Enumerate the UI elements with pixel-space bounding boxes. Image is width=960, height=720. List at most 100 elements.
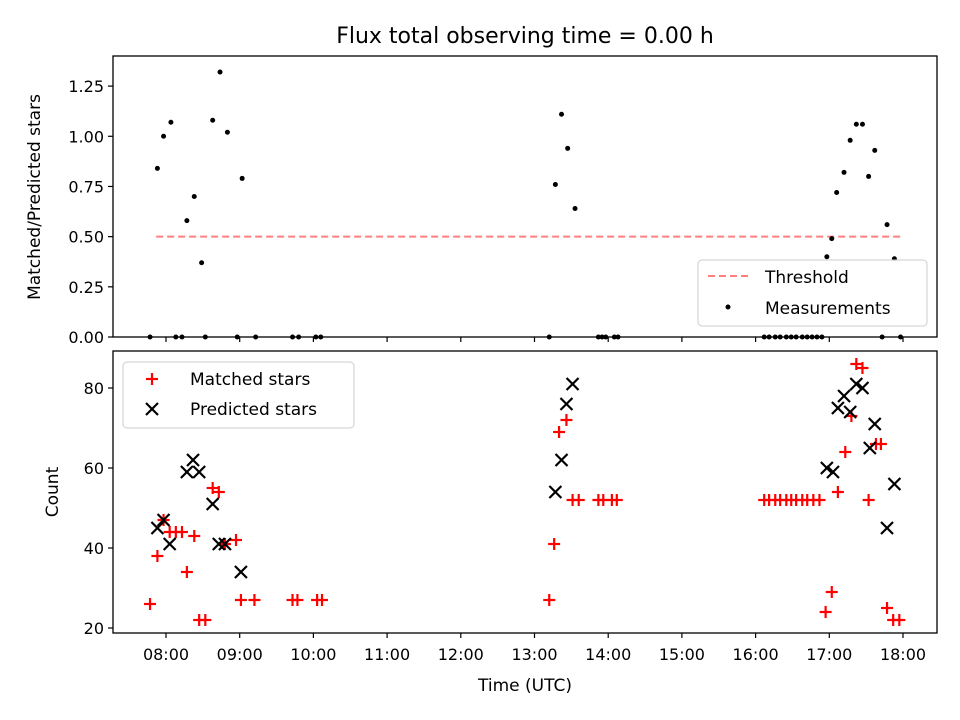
matched-stars-point (862, 494, 875, 506)
matched-stars-point (206, 482, 219, 494)
bottom-legend: Matched stars Predicted stars (122, 361, 355, 429)
predicted-stars-point (162, 537, 177, 551)
matched-stars-point (234, 594, 247, 606)
bottom-xtick-label: 14:00 (585, 645, 631, 664)
measurement-point (872, 147, 878, 153)
predicted-stars-point (150, 521, 165, 535)
bottom-legend-box (122, 361, 355, 429)
predicted-stars-point (548, 485, 563, 499)
predicted-stars-point (863, 441, 877, 455)
predicted-stars-point (186, 453, 200, 467)
measurement-point (217, 69, 223, 75)
legend-predicted-label: Predicted stars (190, 400, 317, 420)
matched-stars-point (151, 550, 164, 562)
predicted-stars-point (180, 465, 194, 479)
matched-stars-point (572, 494, 585, 506)
matched-stars-point (291, 594, 304, 606)
matched-stars-point (144, 598, 157, 610)
bottom-xtick-label: 17:00 (806, 645, 852, 664)
matched-stars-point (553, 426, 566, 438)
measurement-point (168, 119, 174, 125)
bottom-xtick-label: 09:00 (217, 645, 263, 664)
bottom-xtick-label: 12:00 (438, 645, 484, 664)
legend-threshold-label: Threshold (764, 268, 849, 288)
matched-stars-point (850, 358, 863, 370)
predicted-stars-point (880, 521, 894, 535)
measurement-point (161, 133, 167, 139)
predicted-stars-point (205, 497, 220, 511)
measurement-point (224, 129, 230, 135)
matched-stars-point (248, 594, 261, 606)
bottom-ylabel: Count (43, 466, 63, 517)
predicted-stars-point (212, 537, 226, 551)
matched-stars-point (831, 486, 844, 498)
measurement-point (847, 137, 853, 143)
top-ytick-label: 0.00 (68, 328, 104, 347)
legend-measurements-label: Measurements (765, 299, 891, 319)
measurement-point (199, 260, 205, 266)
bottom-xtick-label: 10:00 (290, 645, 336, 664)
measurement-point (184, 218, 190, 224)
predicted-stars-point (234, 565, 248, 579)
measurement-point (866, 173, 872, 179)
bottom-xtick-label: 16:00 (733, 645, 779, 664)
measurement-point (210, 117, 216, 123)
matched-stars-point (175, 526, 188, 538)
matched-stars-point (315, 594, 328, 606)
predicted-stars-point (820, 461, 834, 475)
bottom-xtick-label: 13:00 (511, 645, 557, 664)
measurement-point (834, 189, 840, 195)
matched-stars-point (543, 594, 556, 606)
matched-stars-point (188, 530, 201, 542)
matched-stars-point (610, 494, 623, 506)
predicted-stars-point (826, 465, 840, 479)
bottom-xtick-label: 15:00 (659, 645, 705, 664)
bottom-xlabel: Time (UTC) (477, 676, 572, 696)
matched-stars-point (212, 486, 225, 498)
predicted-stars-point (855, 381, 870, 395)
predicted-stars-point (559, 397, 574, 411)
predicted-stars-point (867, 417, 882, 431)
bottom-ytick-label: 80 (84, 379, 104, 398)
measurement-point (884, 222, 890, 228)
predicted-stars-point (831, 401, 845, 415)
top-axes-frame (112, 55, 938, 338)
top-ytick-label: 0.75 (68, 177, 104, 196)
top-panel: 0.00 0.25 0.50 0.75 1.00 1.25 Matched/Predict… (25, 55, 938, 347)
matched-stars-point (548, 538, 561, 550)
matched-stars-point (825, 586, 838, 598)
matched-stars-point (856, 362, 869, 374)
predicted-stars-point (837, 389, 851, 403)
measurement-point (565, 145, 571, 151)
matched-stars-point (893, 614, 906, 626)
bottom-axes-frame (112, 350, 938, 634)
matched-stars-point (881, 602, 894, 614)
top-ytick-label: 0.50 (68, 228, 104, 247)
bottom-panel: 20 40 60 80 08:00 09:00 10:00 11:00 12:00 13:00 1… (43, 350, 938, 696)
measurement-point (829, 236, 835, 242)
top-ytick-label: 0.25 (68, 278, 104, 297)
predicted-stars-point (565, 377, 580, 391)
matched-stars-point (560, 414, 573, 426)
legend-measurements-swatch (725, 304, 731, 310)
bottom-ytick-label: 40 (84, 539, 104, 558)
predicted-stars-point (849, 377, 864, 391)
bottom-ytick-label: 60 (84, 459, 104, 478)
matched-stars-point (230, 534, 243, 546)
measurement-point (191, 194, 197, 199)
measurement-point (552, 181, 558, 187)
matched-stars-point (874, 438, 887, 450)
predicted-stars-point (887, 477, 902, 491)
matched-stars-point (813, 494, 826, 506)
predicted-stars-point (192, 465, 206, 479)
legend-matched-label: Matched stars (190, 370, 310, 390)
measurement-point (239, 175, 245, 181)
predicted-stars-point (843, 405, 857, 419)
measurement-point (824, 254, 830, 260)
chart-title: Flux total observing time = 0.00 h (336, 24, 714, 49)
measurement-point (572, 206, 578, 212)
predicted-stars-point (156, 513, 171, 527)
top-legend: Threshold Measurements (697, 259, 928, 327)
bottom-xtick-label: 11:00 (364, 645, 410, 664)
